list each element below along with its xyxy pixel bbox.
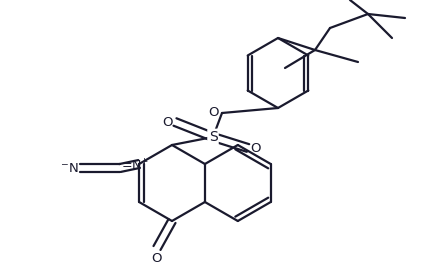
Text: O: O [209, 106, 219, 120]
Text: S: S [209, 130, 217, 144]
Text: O: O [250, 141, 261, 155]
Text: $^{-}$N: $^{-}$N [60, 162, 79, 174]
Text: =N$^{+}$: =N$^{+}$ [121, 158, 149, 174]
Text: O: O [162, 115, 173, 129]
Text: O: O [152, 252, 162, 265]
